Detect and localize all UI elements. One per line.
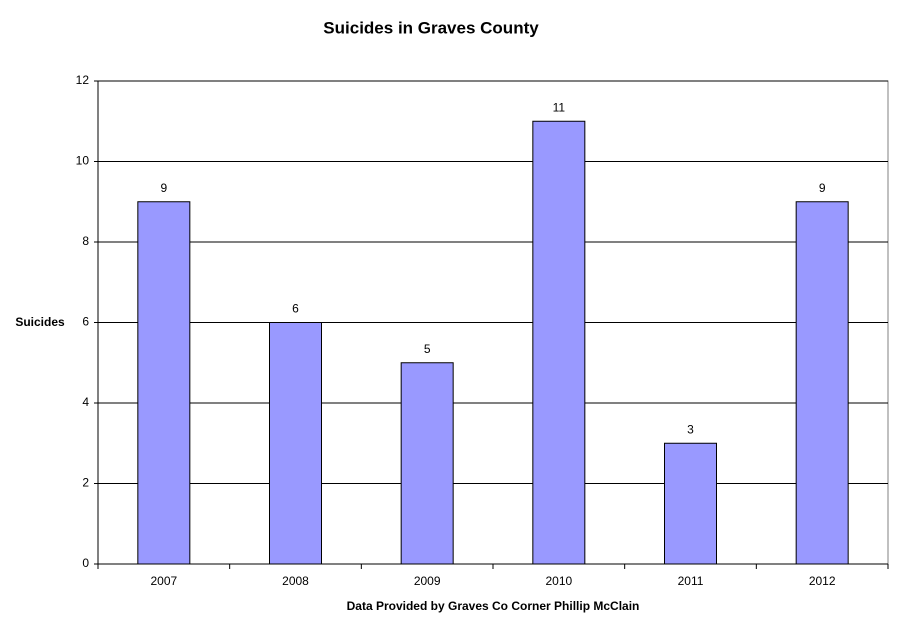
x-tick-label: 2009	[414, 574, 441, 588]
bar	[269, 322, 322, 565]
x-tick-label: 2007	[150, 574, 177, 588]
data-label: 3	[687, 422, 694, 436]
chart-title: Suicides in Graves County	[323, 18, 539, 37]
y-tick-label: 2	[82, 476, 89, 490]
bar	[664, 442, 717, 565]
data-label: 11	[553, 100, 566, 114]
x-tick-label: 2008	[282, 574, 309, 588]
x-tick-label: 2010	[545, 574, 572, 588]
data-label: 6	[292, 302, 299, 316]
y-tick-label: 0	[82, 556, 89, 570]
bar	[795, 201, 849, 565]
y-tick-label: 12	[76, 73, 90, 87]
y-tick-label: 4	[82, 395, 89, 409]
y-tick-label: 10	[76, 154, 90, 168]
x-tick-label: 2012	[809, 574, 836, 588]
bar	[400, 362, 454, 565]
data-label: 9	[160, 181, 167, 195]
data-label: 5	[424, 342, 431, 356]
y-axis-title: Suicides	[15, 315, 65, 329]
y-tick-label: 6	[82, 315, 89, 329]
bar	[137, 201, 191, 565]
y-tick-label: 8	[82, 234, 89, 248]
bar	[532, 120, 586, 565]
x-axis-title: Data Provided by Graves Co Corner Philli…	[347, 599, 640, 613]
x-tick-label: 2011	[678, 574, 704, 588]
data-label: 9	[819, 181, 826, 195]
